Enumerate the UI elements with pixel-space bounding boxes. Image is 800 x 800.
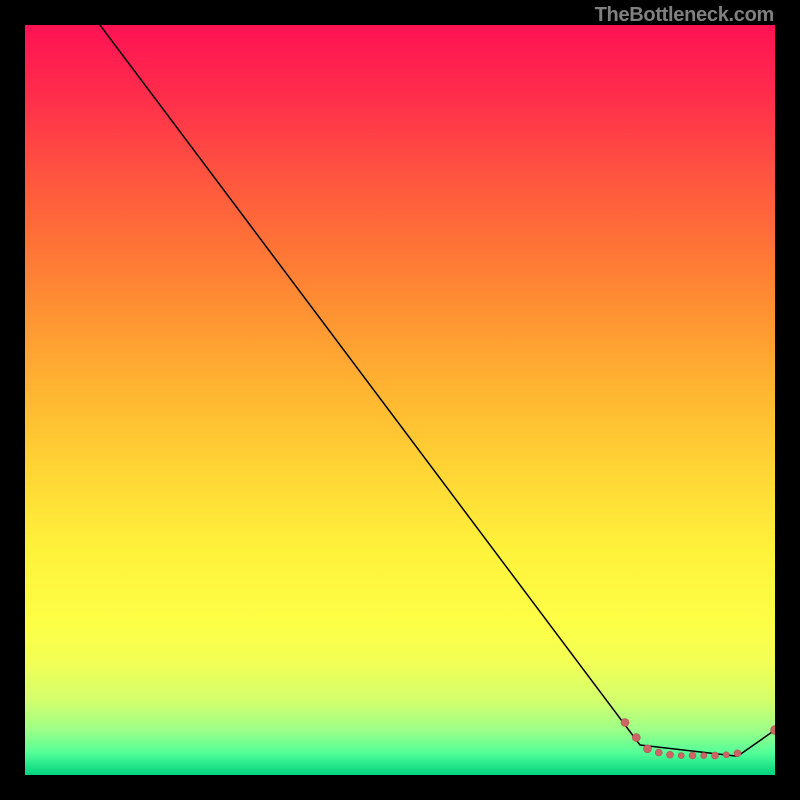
data-marker: [689, 752, 696, 759]
data-marker: [667, 751, 674, 758]
watermark-text: TheBottleneck.com: [595, 4, 774, 27]
data-marker: [734, 750, 741, 757]
data-marker: [712, 752, 719, 759]
data-marker: [678, 753, 684, 759]
data-markers: [621, 719, 775, 760]
chart-container: TheBottleneck.com: [0, 0, 800, 800]
data-marker: [632, 734, 640, 742]
data-marker: [655, 749, 662, 756]
plot-area: [25, 25, 775, 775]
bottleneck-line: [100, 25, 775, 756]
data-marker: [621, 719, 629, 727]
data-marker: [723, 752, 729, 758]
chart-overlay: [25, 25, 775, 775]
data-marker: [644, 745, 652, 753]
data-marker: [701, 753, 707, 759]
